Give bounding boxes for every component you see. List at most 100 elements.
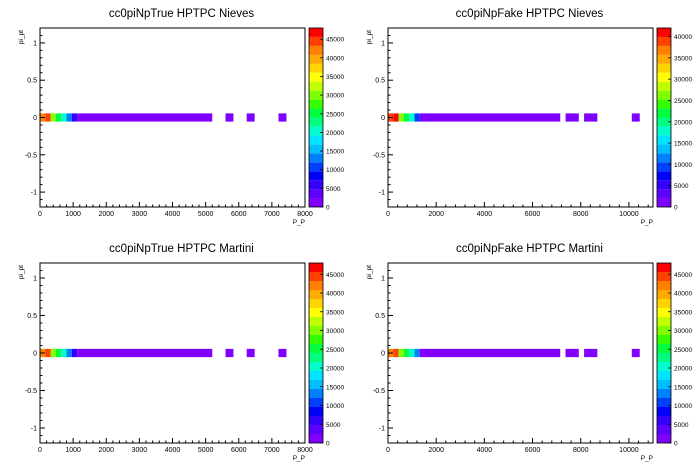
- palette-band: [309, 117, 323, 127]
- x-tick-label: 4000: [477, 211, 493, 218]
- palette-band: [657, 326, 671, 335]
- palette-band: [309, 317, 323, 326]
- y-tick-label: -0.5: [25, 388, 37, 395]
- z-tick-label: 20000: [326, 130, 344, 137]
- palette-band: [309, 272, 323, 281]
- data-bin: [565, 348, 579, 358]
- palette-band: [309, 380, 323, 389]
- palette-band: [657, 290, 671, 299]
- data-bin: [409, 113, 415, 122]
- palette-band: [309, 416, 323, 425]
- palette-band: [657, 72, 671, 82]
- palette-band: [309, 398, 323, 407]
- palette-band: [657, 153, 671, 163]
- y-tick-label: -0.5: [373, 152, 385, 159]
- data-bin: [66, 348, 72, 358]
- z-tick-label: 45000: [326, 272, 344, 279]
- y-axis-title: pi_pt: [366, 265, 373, 279]
- y-tick-label: 0.5: [375, 78, 385, 85]
- palette-frame: [656, 27, 672, 208]
- z-tick-label: 45000: [326, 37, 344, 44]
- x-tick-label: 10000: [619, 447, 639, 454]
- x-tick-label: 7000: [264, 447, 280, 454]
- palette-band: [657, 308, 671, 317]
- z-tick-label: 20000: [326, 366, 344, 373]
- palette-band: [309, 362, 323, 371]
- data-bin: [584, 348, 598, 358]
- data-bin: [565, 113, 579, 122]
- z-tick-label: 20000: [674, 119, 692, 126]
- z-tick-label: 20000: [674, 366, 692, 373]
- palette-band: [309, 308, 323, 317]
- palette-band: [657, 36, 671, 46]
- palette-band: [657, 108, 671, 118]
- chart-panel: cc0piNpFake HPTPC Nieves 0 2000 4000 6000 800…: [366, 8, 692, 226]
- palette-band: [657, 198, 671, 207]
- y-tick-label: 1: [33, 276, 37, 283]
- palette-band: [657, 353, 671, 362]
- z-tick-label: 10000: [326, 403, 344, 410]
- x-tick-label: 4000: [165, 447, 181, 454]
- chart-title: cc0piNpFake HPTPC Nieves: [456, 8, 604, 20]
- palette-band: [309, 153, 323, 163]
- y-tick-label: 1: [381, 276, 385, 283]
- chart-panel: cc0piNpFake HPTPC Martini 0 2000 4000 6000 80…: [366, 243, 692, 462]
- y-axis-title: pi_pt: [18, 265, 25, 279]
- palette-band: [309, 389, 323, 398]
- data-bin: [55, 113, 62, 122]
- palette-band: [657, 90, 671, 100]
- x-tick-label: 4000: [477, 447, 493, 454]
- z-tick-label: 35000: [674, 309, 692, 316]
- palette-band: [309, 90, 323, 100]
- palette-band: [657, 362, 671, 371]
- x-axis-title: P_P: [641, 219, 653, 226]
- palette-band: [309, 434, 323, 443]
- y-tick-label: 0.5: [27, 78, 37, 85]
- x-tick-label: 0: [386, 447, 390, 454]
- y-tick-label: 0.5: [375, 313, 385, 320]
- palette-band: [657, 281, 671, 290]
- data-bin: [50, 348, 56, 358]
- data-bin: [631, 113, 640, 122]
- data-bin: [50, 113, 56, 122]
- chart-title: cc0piNpTrue HPTPC Nieves: [109, 8, 255, 20]
- palette-band: [309, 99, 323, 109]
- x-tick-label: 10000: [619, 211, 639, 218]
- palette-band: [309, 263, 323, 272]
- palette-band: [309, 290, 323, 299]
- palette-frame: [656, 262, 672, 444]
- palette-band: [309, 189, 323, 199]
- z-tick-label: 40000: [326, 55, 344, 62]
- y-tick-label: 0: [381, 115, 385, 122]
- x-tick-label: 7000: [264, 211, 280, 218]
- y-tick-label: -0.5: [373, 388, 385, 395]
- palette-band: [657, 434, 671, 443]
- chart-title: cc0piNpFake HPTPC Martini: [456, 243, 603, 255]
- data-bin: [584, 113, 598, 122]
- x-tick-label: 8000: [297, 447, 313, 454]
- palette-band: [657, 425, 671, 434]
- z-tick-label: 5000: [674, 183, 689, 190]
- palette-band: [309, 344, 323, 353]
- data-bin: [393, 348, 399, 358]
- x-tick-label: 8000: [573, 447, 589, 454]
- data-bin: [278, 113, 287, 122]
- palette-band: [657, 398, 671, 407]
- data-bin: [246, 113, 255, 122]
- y-tick-label: -1: [31, 426, 37, 433]
- palette-band: [657, 380, 671, 389]
- data-bin: [71, 348, 78, 358]
- data-bin: [71, 113, 78, 122]
- x-tick-label: 0: [38, 447, 42, 454]
- data-bin: [225, 348, 234, 358]
- x-tick-label: 2000: [428, 447, 444, 454]
- x-tick-label: 6000: [231, 447, 247, 454]
- data-bin: [398, 113, 404, 122]
- palette-band: [309, 126, 323, 136]
- x-tick-label: 0: [386, 211, 390, 218]
- x-tick-label: 3000: [132, 447, 148, 454]
- palette-band: [309, 54, 323, 64]
- data-bin: [61, 113, 67, 122]
- z-tick-label: 15000: [674, 384, 692, 391]
- x-axis-title: P_P: [293, 455, 305, 462]
